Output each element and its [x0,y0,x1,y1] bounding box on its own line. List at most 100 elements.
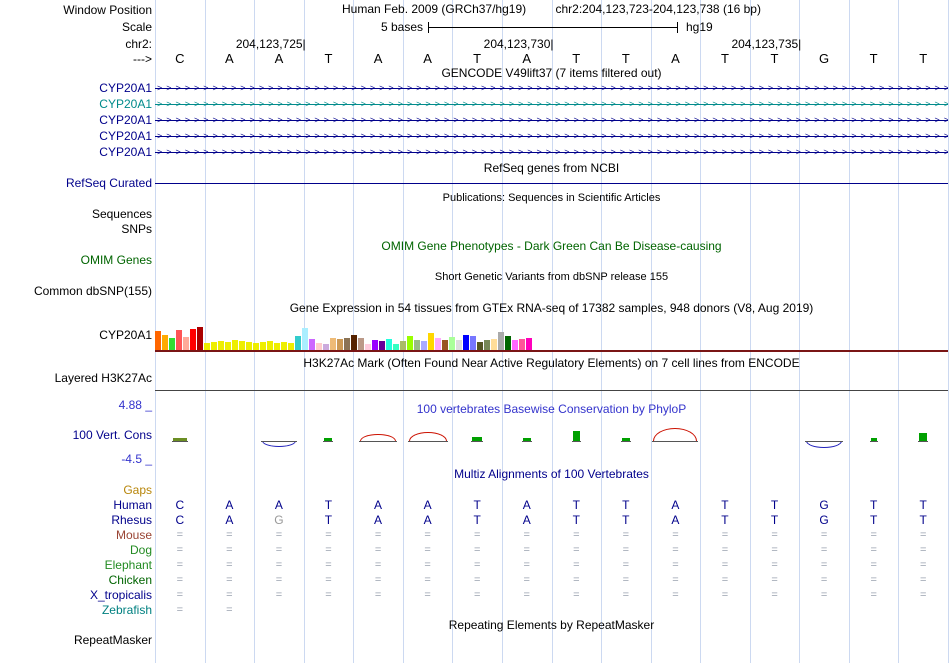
gtex-tissue-bar[interactable] [295,336,301,351]
gtex-tissue-bar[interactable] [253,343,259,351]
gtex-tissue-bar[interactable] [484,340,490,351]
gtex-tissue-bar[interactable] [428,333,434,351]
gtex-tissue-bar[interactable] [155,331,161,351]
gtex-tissue-bar[interactable] [316,343,322,351]
gtex-title[interactable]: Gene Expression in 54 tissues from GTEx … [289,301,814,315]
gtex-tissue-bar[interactable] [337,339,343,351]
gtex-tissue-bar[interactable] [281,342,287,351]
species-label[interactable]: Elephant [104,558,152,572]
alignment-row-elephant[interactable]: Elephant = = = = = = = = = = = = = = = = [0,558,950,573]
species-label[interactable]: Gaps [123,483,152,497]
gtex-tissue-bar[interactable] [386,339,392,351]
conservation-area[interactable] [155,425,948,457]
repeatmasker-label[interactable]: RepeatMasker [73,633,152,647]
dbsnp-label[interactable]: Common dbSNP(155) [33,284,152,298]
species-label[interactable]: X_tropicalis [89,588,152,602]
gtex-tissue-bar[interactable] [204,343,210,351]
gtex-tissue-bar[interactable] [379,341,385,351]
h3k27ac-title[interactable]: H3K27Ac Mark (Often Found Near Active Re… [303,356,800,370]
gtex-tissue-bar[interactable] [169,338,175,351]
alignment-row-x_tropicalis[interactable]: X_tropicalis = = = = = = = = = = = = = = = = [0,588,950,603]
gtex-tissue-bar[interactable] [260,342,266,351]
gtex-tissue-bar[interactable] [302,328,308,351]
gtex-tissue-bar[interactable] [456,340,462,351]
alignment-row-mouse[interactable]: Mouse = = = = = = = = = = = = = = = = [0,528,950,543]
species-label[interactable]: Dog [129,543,152,557]
gtex-tissue-bar[interactable] [421,341,427,351]
gene-row[interactable]: CYP20A1 >>>>>>>>>>>>>>>>>>>>>>>>>>>>>>>>>… [0,145,950,160]
alignment-row-gaps[interactable]: Gaps [0,483,950,498]
omim-title[interactable]: OMIM Gene Phenotypes - Dark Green Can Be… [381,239,722,253]
gtex-tissue-bar[interactable] [323,344,329,351]
gene-label[interactable]: CYP20A1 [99,145,152,159]
publications-title[interactable]: Publications: Sequences in Scientific Ar… [442,192,661,204]
gtex-tissue-bar[interactable] [477,342,483,351]
gtex-tissue-bar[interactable] [505,336,511,351]
repeatmasker-title[interactable]: Repeating Elements by RepeatMasker [448,618,655,632]
gtex-tissue-bar[interactable] [372,340,378,351]
gtex-tissue-bar[interactable] [330,338,336,351]
species-label[interactable]: Human [113,498,152,512]
species-label[interactable]: Rhesus [111,513,152,527]
gtex-tissue-bar[interactable] [442,340,448,351]
gtex-tissue-bar[interactable] [449,337,455,351]
gtex-tissue-bar[interactable] [512,340,518,351]
h3k27ac-label[interactable]: Layered H3K27Ac [54,371,152,385]
gtex-tissue-bar[interactable] [176,330,182,351]
gtex-bars[interactable] [155,321,533,351]
gtex-tissue-bar[interactable] [358,338,364,351]
gtex-tissue-bar[interactable] [344,338,350,351]
gtex-tissue-bar[interactable] [407,336,413,351]
refseq-title[interactable]: RefSeq genes from NCBI [483,161,620,175]
gene-row[interactable]: CYP20A1 >>>>>>>>>>>>>>>>>>>>>>>>>>>>>>>>>… [0,113,950,128]
gtex-tissue-bar[interactable] [519,339,525,351]
alignment-row-zebrafish[interactable]: Zebrafish = = [0,603,950,618]
gtex-tissue-bar[interactable] [162,335,168,351]
gtex-tissue-bar[interactable] [393,344,399,351]
gtex-tissue-bar[interactable] [197,327,203,351]
gtex-tissue-bar[interactable] [400,341,406,351]
omim-genes-label[interactable]: OMIM Genes [80,253,152,267]
gtex-tissue-bar[interactable] [470,336,476,351]
gtex-tissue-bar[interactable] [232,340,238,351]
conservation-title[interactable]: 100 vertebrates Basewise Conservation by… [416,402,687,416]
dbsnp-title[interactable]: Short Genetic Variants from dbSNP releas… [434,271,669,283]
gtex-tissue-bar[interactable] [190,329,196,351]
gencode-title[interactable]: GENCODE V49lift37 (7 items filtered out) [441,66,662,80]
species-label[interactable]: Chicken [108,573,152,587]
snps-label[interactable]: SNPs [121,222,152,236]
gtex-tissue-bar[interactable] [463,335,469,351]
gene-label[interactable]: CYP20A1 [99,113,152,127]
gtex-tissue-bar[interactable] [491,339,497,351]
species-label[interactable]: Zebrafish [101,603,152,617]
gene-row[interactable]: CYP20A1 >>>>>>>>>>>>>>>>>>>>>>>>>>>>>>>>>… [0,129,950,144]
alignment-row-rhesus[interactable]: Rhesus C A G T A A T A T T A T T G T T [0,513,950,528]
gtex-tissue-bar[interactable] [526,338,532,351]
conservation-track-label[interactable]: 100 Vert. Cons [72,428,152,442]
gtex-tissue-bar[interactable] [225,342,231,351]
gtex-tissue-bar[interactable] [218,341,224,351]
gtex-tissue-bar[interactable] [435,338,441,351]
gtex-tissue-bar[interactable] [211,342,217,351]
alignment-row-chicken[interactable]: Chicken = = = = = = = = = = = = = = = = [0,573,950,588]
gene-label[interactable]: CYP20A1 [99,129,152,143]
gene-label[interactable]: CYP20A1 [99,81,152,95]
alignment-row-dog[interactable]: Dog = = = = = = = = = = = = = = = = [0,543,950,558]
gtex-tissue-bar[interactable] [239,341,245,351]
gtex-gene-label[interactable]: CYP20A1 [99,328,152,342]
gtex-tissue-bar[interactable] [274,343,280,351]
gtex-tissue-bar[interactable] [498,332,504,351]
multiz-title[interactable]: Multiz Alignments of 100 Vertebrates [454,467,649,481]
refseq-line[interactable] [155,183,948,184]
gtex-tissue-bar[interactable] [351,335,357,351]
gtex-tissue-bar[interactable] [365,344,371,351]
gtex-tissue-bar[interactable] [267,341,273,351]
gtex-tissue-bar[interactable] [288,343,294,351]
refseq-curated-label[interactable]: RefSeq Curated [65,176,152,190]
gtex-tissue-bar[interactable] [414,340,420,351]
alignment-row-human[interactable]: Human C A A T A A T A T T A T T G T T [0,498,950,513]
gene-row[interactable]: CYP20A1 >>>>>>>>>>>>>>>>>>>>>>>>>>>>>>>>>… [0,97,950,112]
gtex-tissue-bar[interactable] [309,339,315,351]
gene-label[interactable]: CYP20A1 [99,97,152,111]
gene-row[interactable]: CYP20A1 >>>>>>>>>>>>>>>>>>>>>>>>>>>>>>>>>… [0,81,950,96]
